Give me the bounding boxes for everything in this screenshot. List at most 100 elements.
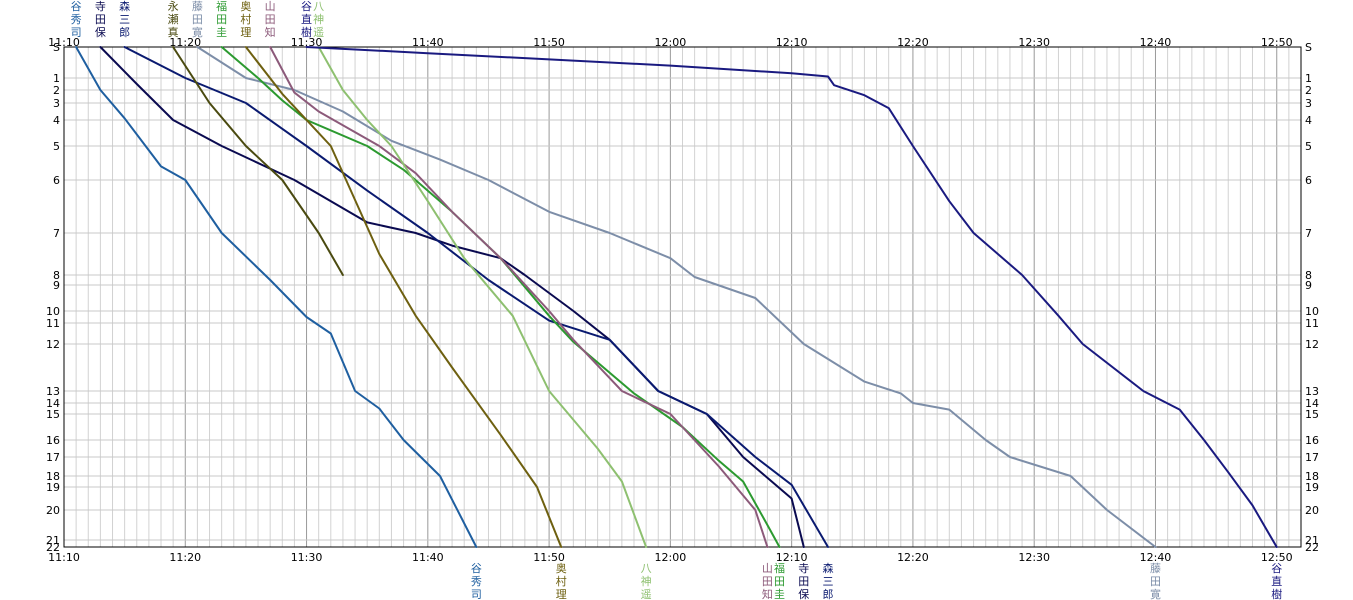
series-end-label: 福田圭 <box>774 561 785 600</box>
series-start-label: 山田知 <box>265 0 276 39</box>
y-tick-label-right: 10 <box>1305 305 1319 318</box>
y-tick-label-left: 4 <box>53 114 60 127</box>
y-tick-label-left: 7 <box>53 227 60 240</box>
x-tick-label-bottom: 11:30 <box>291 551 323 564</box>
x-tick-label-top: 12:10 <box>776 36 808 49</box>
series-end-label: 寺田保 <box>798 562 809 600</box>
y-tick-label-right: 6 <box>1305 174 1312 187</box>
y-tick-label-right: 20 <box>1305 504 1319 517</box>
series-line <box>244 46 563 548</box>
x-tick-label-top: 12:40 <box>1140 36 1172 49</box>
y-tick-label-right: 15 <box>1305 408 1319 421</box>
series-start-label: 福田圭 <box>216 0 227 39</box>
x-tick-label-bottom: 12:20 <box>897 551 929 564</box>
series-start-label: 森三郎 <box>119 0 130 39</box>
y-tick-label-left: 20 <box>46 504 60 517</box>
x-tick-label-bottom: 12:10 <box>776 551 808 564</box>
x-tick-label-top: 11:10 <box>48 36 80 49</box>
y-tick-label-left: 15 <box>46 408 60 421</box>
y-tick-label-right: 18 <box>1305 470 1319 483</box>
series-start-label: 永瀬真 <box>168 0 179 39</box>
y-tick-label-right: 14 <box>1305 397 1319 410</box>
y-tick-label-right: 11 <box>1305 317 1319 330</box>
x-tick-label-top: 12:30 <box>1018 36 1050 49</box>
x-tick-label-top: 11:50 <box>533 36 565 49</box>
y-tick-label-left: 13 <box>46 385 60 398</box>
y-tick-label-left: 6 <box>53 174 60 187</box>
y-tick-label-right: 19 <box>1305 481 1319 494</box>
y-tick-label-right: 16 <box>1305 434 1319 447</box>
y-tick-label-right: 17 <box>1305 451 1319 464</box>
series-line <box>220 46 781 548</box>
x-tick-label-bottom: 11:10 <box>48 551 80 564</box>
y-tick-label-left: 8 <box>53 269 60 282</box>
series-end-label: 谷秀司 <box>471 562 482 600</box>
series-line <box>196 46 1157 548</box>
series-lines <box>75 46 1278 548</box>
series-line <box>269 46 769 548</box>
series-start-label: 谷直樹 <box>301 0 312 39</box>
x-tick-label-top: 11:40 <box>412 36 444 49</box>
series-end-label: 森三郎 <box>823 561 834 600</box>
y-tick-label-right: 13 <box>1305 385 1319 398</box>
y-tick-label-right: 12 <box>1305 338 1319 351</box>
y-tick-label-left: 21 <box>46 534 60 547</box>
y-tick-label-right: 21 <box>1305 534 1319 547</box>
series-end-label: 藤田寛 <box>1150 562 1161 600</box>
y-tick-label-left: 11 <box>46 317 60 330</box>
x-tick-label-bottom: 12:50 <box>1261 551 1293 564</box>
series-line <box>75 46 478 548</box>
y-tick-label-left: 9 <box>53 279 60 292</box>
y-tick-label-right: 7 <box>1305 227 1312 240</box>
series-end-label: 谷直樹 <box>1271 562 1282 600</box>
y-tick-label-left: 22 <box>46 541 60 554</box>
x-tick-label-top: 12:00 <box>655 36 687 49</box>
x-tick-label-top: 12:50 <box>1261 36 1293 49</box>
series-labels: 谷秀司寺田保森三郎永瀬真藤田寛福田圭奥村理山田知八神遥谷直樹谷秀司奥村理八神遥山… <box>71 0 1283 600</box>
y-tick-label-left: S <box>53 41 60 54</box>
y-tick-label-right: 8 <box>1305 269 1312 282</box>
y-tick-label-left: 2 <box>53 84 60 97</box>
series-line <box>317 46 648 548</box>
y-tick-label-right: 4 <box>1305 114 1312 127</box>
x-tick-label-top: 11:20 <box>169 36 201 49</box>
y-tick-label-right: 2 <box>1305 84 1312 97</box>
y-tick-label-right: 22 <box>1305 541 1319 554</box>
x-tick-label-bottom: 12:00 <box>655 551 687 564</box>
series-start-label: 寺田保 <box>95 0 106 39</box>
y-tick-label-right: 1 <box>1305 72 1312 85</box>
y-tick-label-left: 14 <box>46 397 60 410</box>
y-tick-label-right: 3 <box>1305 97 1312 110</box>
y-tick-label-left: 3 <box>53 97 60 110</box>
plot-frame <box>63 46 1302 548</box>
x-tick-label-top: 11:30 <box>291 36 323 49</box>
x-axis-ticks: 11:10 11:10 11:20 11:20 11:30 11:30 11:40 11:40… <box>48 36 1292 564</box>
chart-grid <box>63 46 1302 548</box>
x-tick-label-bottom: 11:40 <box>412 551 444 564</box>
y-tick-label-left: 16 <box>46 434 60 447</box>
x-tick-label-top: 12:20 <box>897 36 929 49</box>
series-line <box>123 46 829 548</box>
series-line <box>172 46 344 276</box>
y-tick-label-right: S <box>1305 41 1312 54</box>
series-line <box>305 46 1278 548</box>
y-tick-label-left: 1 <box>53 72 60 85</box>
x-tick-label-bottom: 11:50 <box>533 551 565 564</box>
series-start-label: 谷秀司 <box>71 0 82 39</box>
x-tick-label-bottom: 11:20 <box>169 551 201 564</box>
x-tick-label-bottom: 12:30 <box>1018 551 1050 564</box>
series-start-label: 藤田寛 <box>192 0 203 39</box>
y-tick-label-left: 5 <box>53 140 60 153</box>
y-tick-label-left: 10 <box>46 305 60 318</box>
y-tick-label-left: 17 <box>46 451 60 464</box>
x-tick-label-bottom: 12:40 <box>1140 551 1172 564</box>
series-start-label: 八神遥 <box>313 0 324 39</box>
y-tick-label-left: 18 <box>46 470 60 483</box>
series-end-label: 山田知 <box>762 562 773 600</box>
series-end-label: 八神遥 <box>641 562 652 600</box>
series-start-label: 奥村理 <box>240 0 251 39</box>
series-end-label: 奥村理 <box>556 561 567 600</box>
y-tick-label-right: 9 <box>1305 279 1312 292</box>
